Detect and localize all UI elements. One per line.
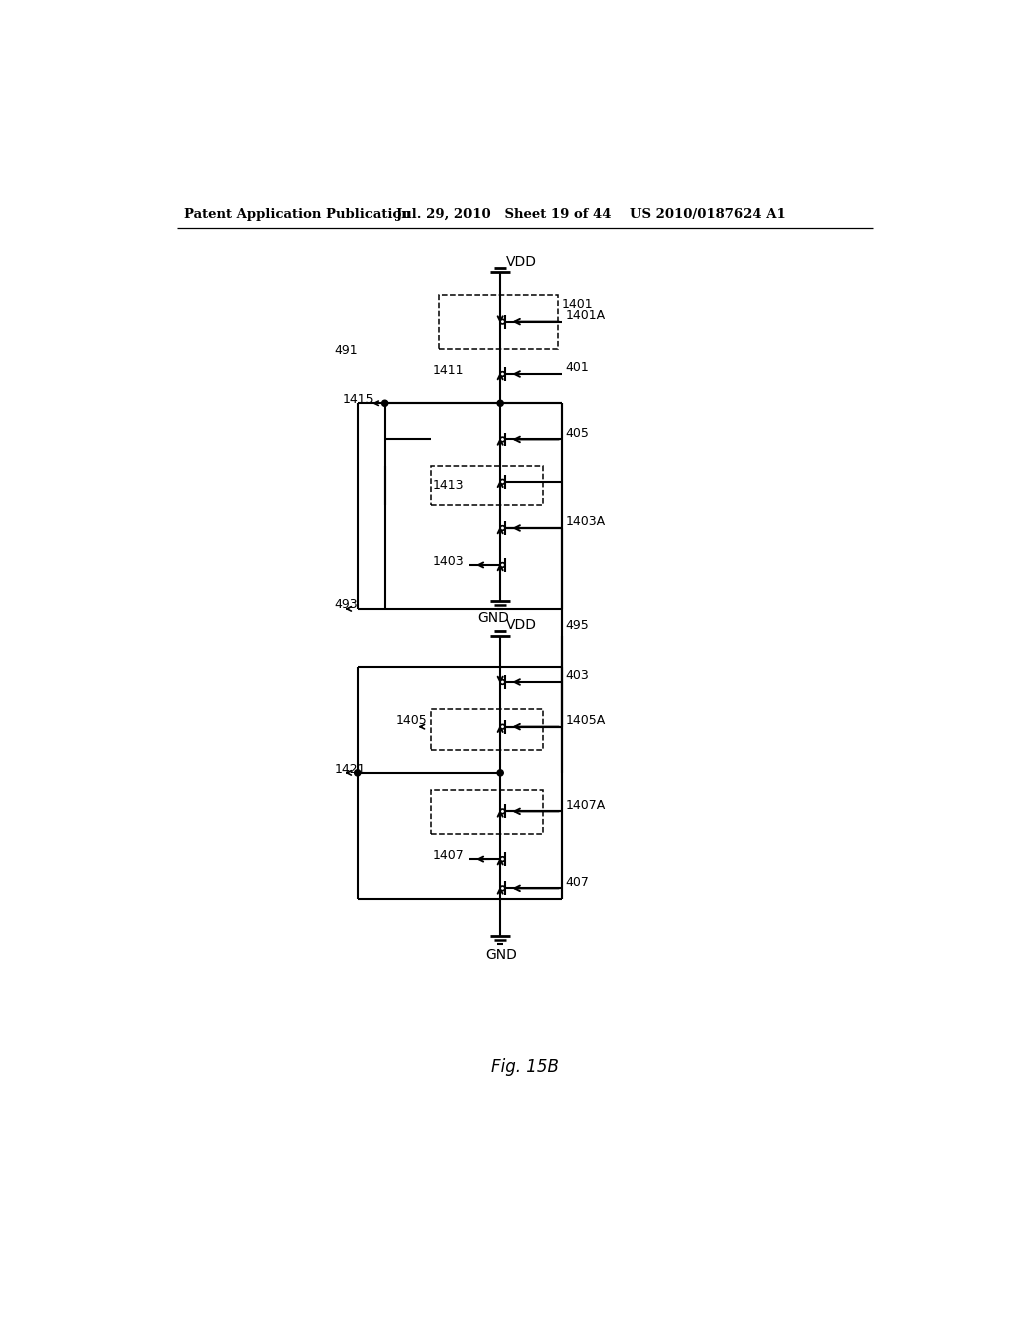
Circle shape <box>500 372 505 376</box>
Text: 1403: 1403 <box>432 554 464 568</box>
Circle shape <box>500 525 505 531</box>
Bar <box>438 296 558 350</box>
Bar <box>431 709 543 750</box>
Text: 1407: 1407 <box>432 849 464 862</box>
Text: 1411: 1411 <box>432 363 464 376</box>
Text: 495: 495 <box>565 619 590 631</box>
Text: 1401: 1401 <box>562 298 593 312</box>
Text: GND: GND <box>477 611 509 626</box>
Circle shape <box>497 770 503 776</box>
Circle shape <box>500 809 505 813</box>
Text: 1415: 1415 <box>342 393 374 407</box>
Circle shape <box>500 562 505 568</box>
Circle shape <box>500 437 505 442</box>
Circle shape <box>500 725 505 729</box>
Circle shape <box>497 400 503 407</box>
Text: 1403A: 1403A <box>565 515 606 528</box>
Text: GND: GND <box>484 948 517 961</box>
Text: VDD: VDD <box>506 618 538 632</box>
Circle shape <box>500 857 505 862</box>
Text: 1405: 1405 <box>395 714 427 727</box>
Circle shape <box>354 770 360 776</box>
Circle shape <box>500 680 505 684</box>
Text: 401: 401 <box>565 362 590 375</box>
Text: Jul. 29, 2010   Sheet 19 of 44: Jul. 29, 2010 Sheet 19 of 44 <box>396 209 611 222</box>
Text: 493: 493 <box>335 598 358 611</box>
Text: US 2010/0187624 A1: US 2010/0187624 A1 <box>630 209 785 222</box>
Circle shape <box>500 886 505 891</box>
Text: 1407A: 1407A <box>565 799 606 812</box>
Text: 1413: 1413 <box>432 479 464 492</box>
Bar <box>431 466 543 506</box>
Circle shape <box>500 319 505 323</box>
Text: 405: 405 <box>565 426 590 440</box>
Bar <box>431 789 543 834</box>
Text: 407: 407 <box>565 875 590 888</box>
Circle shape <box>500 479 505 484</box>
Text: 1421: 1421 <box>335 763 367 776</box>
Text: Patent Application Publication: Patent Application Publication <box>184 209 412 222</box>
Text: 1401A: 1401A <box>565 309 606 322</box>
Text: Fig. 15B: Fig. 15B <box>490 1059 559 1076</box>
Text: VDD: VDD <box>506 255 538 268</box>
Circle shape <box>382 400 388 407</box>
Text: 403: 403 <box>565 669 590 682</box>
Text: 491: 491 <box>335 345 358 358</box>
Text: 1405A: 1405A <box>565 714 606 727</box>
